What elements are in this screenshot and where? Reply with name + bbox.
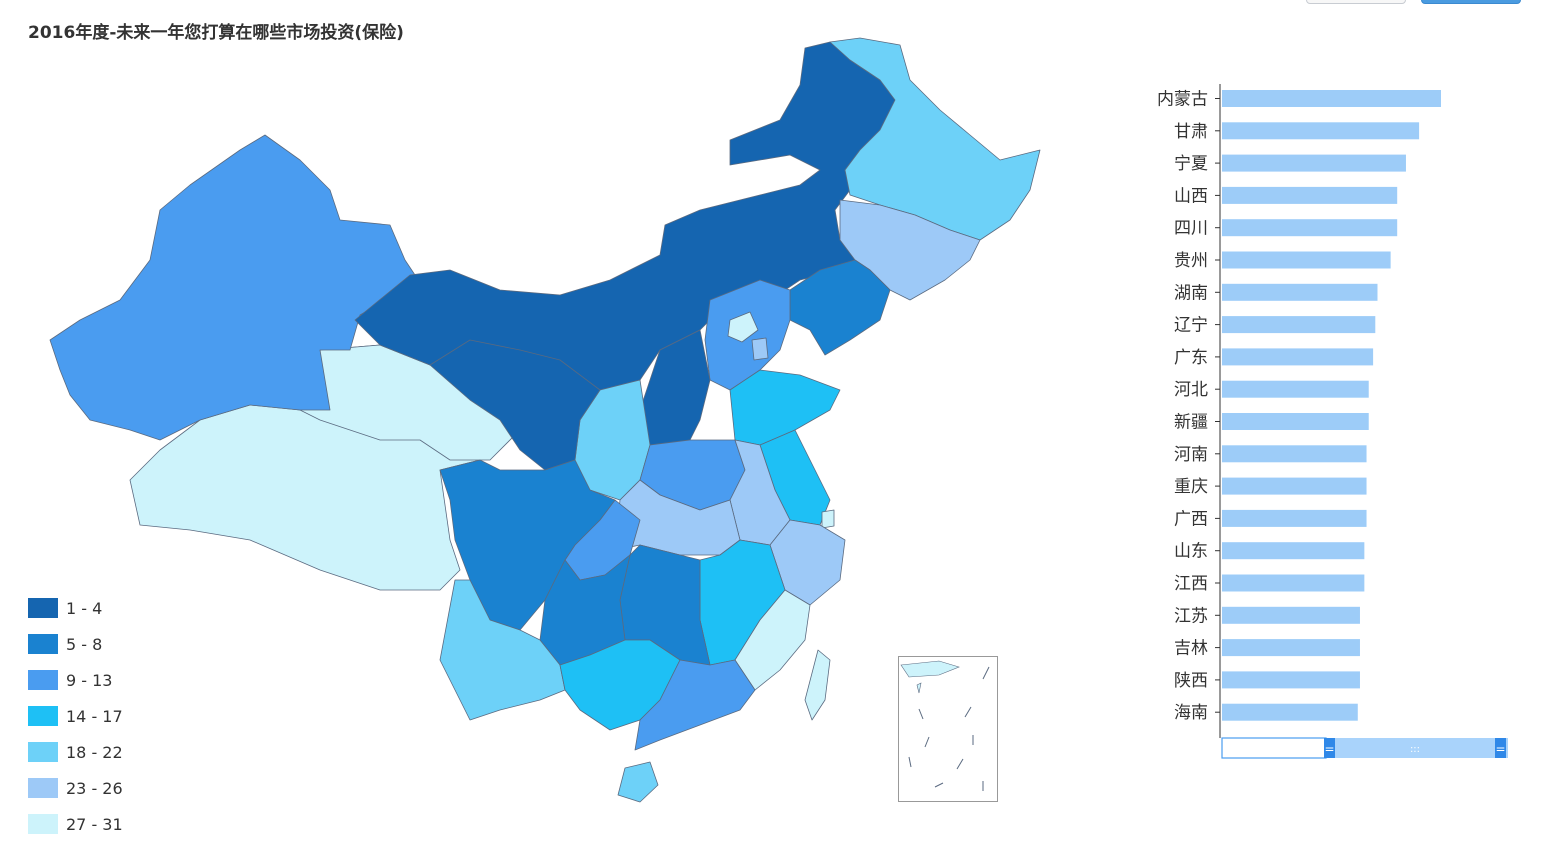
- legend-label: 18 - 22: [66, 742, 123, 762]
- legend-item[interactable]: 18 - 22: [28, 734, 123, 770]
- bar-category-label: 山西: [1174, 186, 1208, 206]
- inset-islands: [900, 660, 990, 791]
- zoom-handle-left[interactable]: [1324, 738, 1335, 758]
- legend-swatch: [28, 742, 58, 762]
- zoom-left-empty: [1221, 737, 1327, 759]
- bar-category-label: 吉林: [1174, 639, 1208, 659]
- bar-chart: 内蒙古甘肃宁夏山西四川贵州湖南辽宁广东河北新疆河南重庆广西山东江西江苏吉林陕西海…: [1157, 84, 1508, 759]
- bar[interactable]: [1222, 186, 1398, 204]
- bar-category-label: 贵州: [1174, 251, 1208, 271]
- bar[interactable]: [1222, 380, 1369, 398]
- region-hainan[interactable]: [617, 761, 659, 803]
- legend-swatch: [28, 598, 58, 618]
- legend-label: 9 - 13: [66, 670, 113, 690]
- bar[interactable]: [1222, 703, 1358, 721]
- bar-category-label: 新疆: [1174, 413, 1208, 433]
- legend-label: 14 - 17: [66, 706, 123, 726]
- region-beijing[interactable]: [727, 311, 759, 343]
- grip-icon: =: [1495, 742, 1505, 756]
- legend-item[interactable]: 23 - 26: [28, 770, 123, 806]
- bar-category-label: 山东: [1174, 542, 1208, 562]
- bar[interactable]: [1222, 316, 1376, 334]
- grip-icon: =: [1324, 742, 1334, 756]
- bar[interactable]: [1222, 154, 1406, 172]
- bar-category-label: 甘肃: [1174, 122, 1208, 142]
- legend-swatch: [28, 706, 58, 726]
- bar[interactable]: [1222, 574, 1365, 592]
- bar[interactable]: [1222, 283, 1378, 301]
- bar[interactable]: [1222, 122, 1420, 140]
- region-shanghai[interactable]: [821, 509, 835, 529]
- legend-swatch: [28, 778, 58, 798]
- china-map: [49, 37, 1041, 803]
- region-sichuan[interactable]: [439, 459, 616, 631]
- bar-category-label: 河南: [1174, 445, 1208, 465]
- bar-category-label: 海南: [1174, 703, 1208, 723]
- legend-swatch: [28, 634, 58, 654]
- bar[interactable]: [1222, 90, 1441, 107]
- region-gansu[interactable]: [429, 339, 601, 471]
- legend-label: 5 - 8: [66, 634, 103, 654]
- legend-swatch: [28, 670, 58, 690]
- legend-item[interactable]: 27 - 31: [28, 806, 123, 842]
- bar-category-label: 广西: [1174, 509, 1208, 529]
- bar-category-label: 湖南: [1174, 283, 1208, 303]
- bar[interactable]: [1222, 477, 1367, 495]
- toolbar-button-right[interactable]: [1421, 0, 1521, 4]
- bar-category-label: 河北: [1174, 380, 1208, 400]
- bar-category-label: 广东: [1174, 348, 1208, 368]
- chart-title: 2016年度-未来一年您打算在哪些市场投资(保险): [28, 23, 404, 43]
- bar[interactable]: [1222, 348, 1374, 366]
- drag-grip-icon: :::: [1410, 744, 1420, 755]
- bar-category-label: 宁夏: [1174, 154, 1208, 174]
- zoom-handle-right[interactable]: [1495, 738, 1506, 758]
- legend-item[interactable]: 9 - 13: [28, 662, 123, 698]
- region-taiwan[interactable]: [804, 649, 831, 721]
- legend-label: 23 - 26: [66, 778, 123, 798]
- bar-category-label: 内蒙古: [1157, 90, 1208, 110]
- bar-category-label: 陕西: [1174, 671, 1208, 691]
- toolbar-button-left[interactable]: [1306, 0, 1406, 4]
- region-guangdong[interactable]: [634, 659, 756, 751]
- legend-item[interactable]: 1 - 4: [28, 590, 123, 626]
- bar[interactable]: [1222, 509, 1367, 527]
- legend-swatch: [28, 814, 58, 834]
- bar-category-label: 辽宁: [1174, 316, 1208, 336]
- legend-item[interactable]: 5 - 8: [28, 626, 123, 662]
- bar[interactable]: [1222, 251, 1391, 269]
- bar[interactable]: [1222, 219, 1398, 237]
- bar[interactable]: [1222, 413, 1369, 430]
- region-tianjin[interactable]: [751, 337, 769, 361]
- bar-category-label: 重庆: [1174, 477, 1208, 497]
- bar[interactable]: [1222, 445, 1367, 463]
- bar[interactable]: [1222, 639, 1360, 657]
- bar[interactable]: [1222, 606, 1360, 624]
- region-shandong[interactable]: [729, 369, 841, 446]
- legend-label: 27 - 31: [66, 814, 123, 834]
- legend-label: 1 - 4: [66, 598, 103, 618]
- map-legend: 1 - 4 5 - 8 9 - 13 14 - 17 18 - 22 23 - …: [28, 590, 123, 842]
- bar[interactable]: [1222, 542, 1365, 560]
- bar[interactable]: [1222, 671, 1360, 689]
- bar-category-label: 江西: [1174, 574, 1208, 594]
- region-liaoning[interactable]: [789, 259, 891, 356]
- bar-category-label: 四川: [1174, 219, 1208, 239]
- bar-category-label: 江苏: [1174, 606, 1208, 626]
- legend-item[interactable]: 14 - 17: [28, 698, 123, 734]
- south-china-sea-inset: [898, 656, 998, 802]
